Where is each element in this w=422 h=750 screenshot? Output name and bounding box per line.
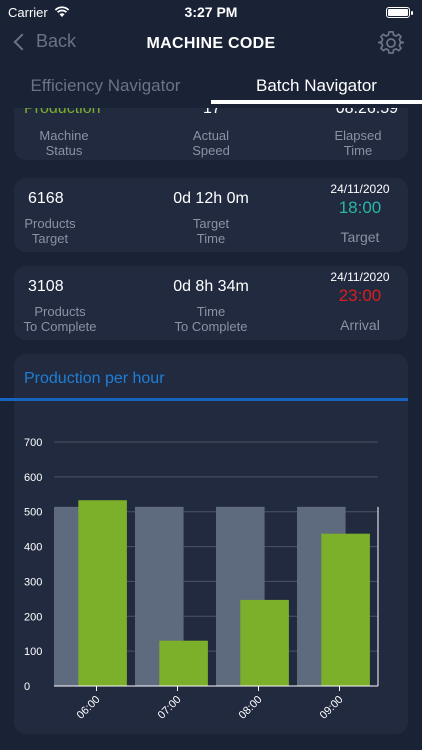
back-label: Back (36, 31, 77, 51)
bar-actual (240, 599, 289, 686)
production-chart: 0 100 200 300 400 500 600 700 06:00 07:00 08:00 09:… (24, 437, 379, 722)
y-tick-label: 700 (24, 437, 42, 449)
bar-actual (159, 640, 208, 686)
tab-efficiency-navigator[interactable]: Efficiency Navigator (30, 76, 181, 95)
page-title: MACHINE CODE (146, 35, 276, 52)
x-tick-label: 07:00 (156, 694, 184, 722)
y-tick-label: 400 (24, 542, 42, 554)
target-card: 6168 Products Target 0d 12h 0m Target Time… (14, 178, 408, 252)
machine-status-label: Machine Status (39, 128, 89, 158)
y-tick-label: 0 (24, 681, 30, 693)
bar-actual (78, 500, 127, 686)
active-tab-indicator (211, 100, 422, 104)
y-tick-label: 500 (24, 507, 42, 519)
wifi-icon (54, 6, 69, 17)
battery-icon (386, 6, 413, 18)
status-card: Production Machine Status 17 Actual Speed … (14, 100, 408, 160)
gear-icon[interactable] (378, 30, 404, 56)
machine-status-value: Production (24, 100, 101, 117)
products-to-complete-label: Products To Complete (23, 304, 97, 334)
chevron-left-icon (13, 33, 31, 50)
time-to-complete-label: Time To Complete (174, 304, 248, 334)
y-tick-label: 100 (24, 646, 42, 658)
status-bar: Carrier (0, 0, 422, 24)
y-tick-label: 200 (24, 611, 42, 623)
target-time-value: 0d 12h 0m (173, 190, 249, 207)
target-time-label: Target Time (192, 216, 230, 246)
arrival-label: Arrival (340, 317, 380, 333)
chart-title-underline (0, 398, 408, 401)
elapsed-time-value: 08:26:59 (335, 100, 398, 117)
back-button[interactable]: Back (10, 31, 76, 52)
status-left: Carrier (8, 5, 70, 20)
products-target-label: Products Target (24, 216, 76, 246)
time-to-complete-value: 0d 8h 34m (173, 278, 249, 295)
actual-speed-value: 17 (203, 100, 221, 117)
products-to-complete-value: 3108 (28, 278, 64, 295)
elapsed-time-label: Elapsed Time (334, 128, 382, 158)
target-clock: 18:00 (338, 198, 382, 217)
products-target-value: 6168 (28, 190, 64, 207)
completion-card: 3108 Products To Complete 0d 8h 34m Time T… (14, 266, 408, 340)
status-time: 3:27 PM (184, 4, 238, 20)
target-end-label: Target (340, 229, 380, 245)
actual-speed-label: Actual Speed (192, 128, 230, 158)
carrier-label: Carrier (8, 4, 48, 20)
nav-bar: Back MACHINE CODE (0, 24, 422, 64)
bar-actual (321, 533, 370, 686)
arrival-clock: 23:00 (338, 286, 382, 305)
x-tick-label: 08:00 (237, 694, 265, 722)
arrival-date: 24/11/2020 (330, 270, 390, 284)
x-tick-label: 06:00 (75, 694, 103, 722)
tab-batch-navigator[interactable]: Batch Navigator (256, 76, 377, 95)
x-tick-label: 09:00 (318, 694, 346, 722)
y-tick-label: 600 (24, 472, 42, 484)
target-date: 24/11/2020 (330, 182, 390, 196)
segment-tabs: Efficiency Navigator Batch Navigator (0, 68, 422, 106)
chart-title: Production per hour (24, 370, 165, 387)
y-tick-label: 300 (24, 576, 42, 588)
